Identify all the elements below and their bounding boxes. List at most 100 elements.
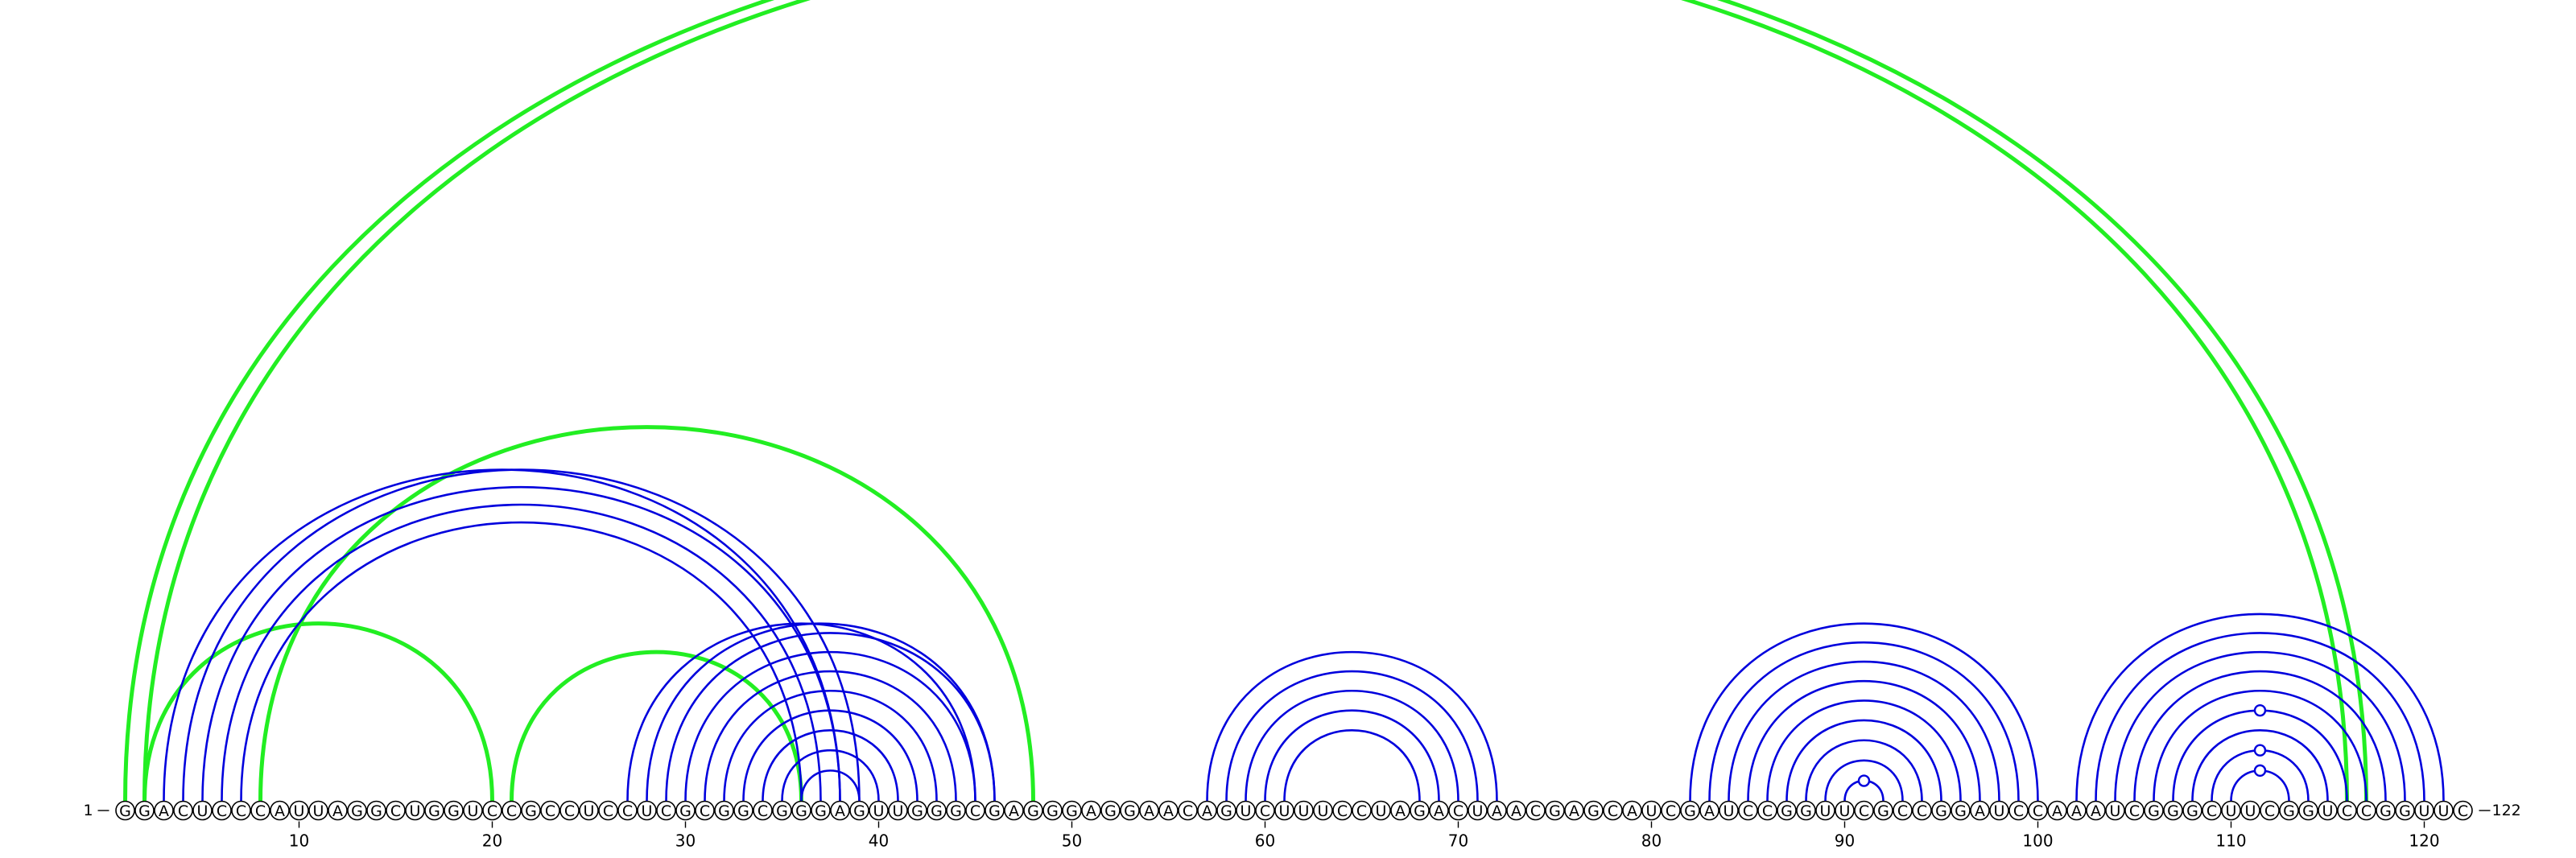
nucleotide-circle [2395,800,2415,821]
nucleotide-letter: G [370,802,382,820]
nucleotide-circle [1236,800,1256,821]
nucleotide-86: C [1757,800,1777,821]
nucleotide-letter: C [1337,802,1348,820]
nucleotide-31: C [695,800,715,821]
nucleotide-circle [1274,800,1294,821]
nucleotide-letter: C [2207,802,2217,820]
nucleotide-24: C [559,800,580,821]
tick-label-70: 70 [1448,831,1468,851]
nucleotide-circle [424,800,444,821]
nucleotide-letter: G [1587,802,1600,820]
nucleotide-15: C [386,800,406,821]
nucleotide-letter: U [1279,802,1290,820]
nucleotide-circle [830,800,850,821]
nucleotide-letter: U [1376,802,1387,820]
nucleotide-34: C [753,800,773,821]
nucleotide-circle [1100,800,1121,821]
nucleotide-circle [2434,800,2454,821]
nucleotide-letter: G [1066,802,1078,820]
nucleotide-18: G [444,800,464,821]
nucleotide-64: C [1332,800,1352,821]
nucleotide-letter: G [911,802,923,820]
nucleotide-circle [134,800,155,821]
nucleotide-letter: U [584,802,595,820]
canonical-arc-3-38 [163,468,841,802]
nucleotide-letter: C [564,802,575,820]
tick-label-10: 10 [289,831,309,851]
nucleotide-circle [2144,800,2164,821]
nucleotide-53: G [1120,800,1140,821]
tertiary-arc-21-36 [510,650,803,803]
nucleotide-letter: C [970,802,980,820]
nucleotide-letter: A [1009,802,1019,820]
nucleotide-letter: G [2283,802,2295,820]
nucleotide-52: G [1100,800,1121,821]
nucleotide-letter: G [448,802,460,820]
nucleotide-circle [1081,800,1101,821]
noncanonical-marker-109-114 [2253,744,2267,757]
noncanonical-markers [1857,703,2267,787]
tertiary-arc-2-20 [142,621,494,803]
nucleotide-circle [811,800,831,821]
canonical-arc-4-39 [182,468,861,802]
nucleotide-circle [675,800,696,821]
nucleotide-30: G [675,800,696,821]
nucleotide-letter: A [1086,802,1096,820]
nucleotide-51: A [1081,800,1101,821]
nucleotide-letter: G [950,802,962,820]
canonical-arcs [163,468,2445,802]
nucleotide-circle [2008,800,2029,821]
canonical-arc-86-96 [1766,699,1962,802]
nucleotide-letter: G [1549,802,1561,820]
nucleotide-letter: C [2342,802,2352,820]
canonical-arc-102-121 [2075,613,2445,802]
nucleotide-circle [250,800,270,821]
nucleotide-letter: G [1414,802,1426,820]
nucleotide-circle [115,800,135,821]
nucleotide-circle [965,800,985,821]
nucleotide-letter: C [622,802,633,820]
nucleotide-74: C [1525,800,1546,821]
nucleotide-46: G [985,800,1005,821]
tick-label-50: 50 [1062,831,1082,851]
canonical-arc-57-72 [1206,650,1498,802]
nucleotide-letter: C [1530,802,1541,820]
nucleotide-22: G [521,800,541,821]
nucleotide-45: C [965,800,985,821]
nucleotide-letter: C [2458,802,2468,820]
nucleotide-letter: G [1800,802,1812,820]
nucleotide-circle [2356,800,2376,821]
nucleotide-letter: G [853,802,865,820]
nucleotide-4: C [173,800,193,821]
nucleotide-5: U [192,800,213,821]
nucleotide-letter: G [718,802,730,820]
nucleotide-circle [2047,800,2067,821]
nucleotide-117: C [2356,800,2376,821]
nucleotide-letter: U [2110,802,2121,820]
canonical-arc-32-43 [723,689,938,802]
nucleotide-60: C [1255,800,1275,821]
nucleotide-circle [946,800,966,821]
nucleotide-letter: G [931,802,943,820]
nucleotide-92: G [1873,800,1893,821]
canonical-arc-33-42 [742,709,919,802]
nucleotide-119: G [2395,800,2415,821]
nucleotide-letter: G [815,802,827,820]
nucleotide-circle [733,800,753,821]
nucleotide-circle [1429,800,1449,821]
nucleotide-25: U [579,800,599,821]
nucleotide-circle [1719,800,1739,821]
nucleotide-circle [1120,800,1140,821]
nucleotide-circle [405,800,425,821]
nucleotide-circle [1699,800,1719,821]
nucleotide-letter: C [1608,802,1618,820]
nucleotide-letter: C [2264,802,2275,820]
nucleotide-circle [985,800,1005,821]
nucleotide-letter: G [1781,802,1793,820]
nucleotide-120: U [2414,800,2434,821]
nucleotide-87: G [1777,800,1797,821]
nucleotide-96: G [1951,800,1971,821]
nucleotide-circle [869,800,889,821]
